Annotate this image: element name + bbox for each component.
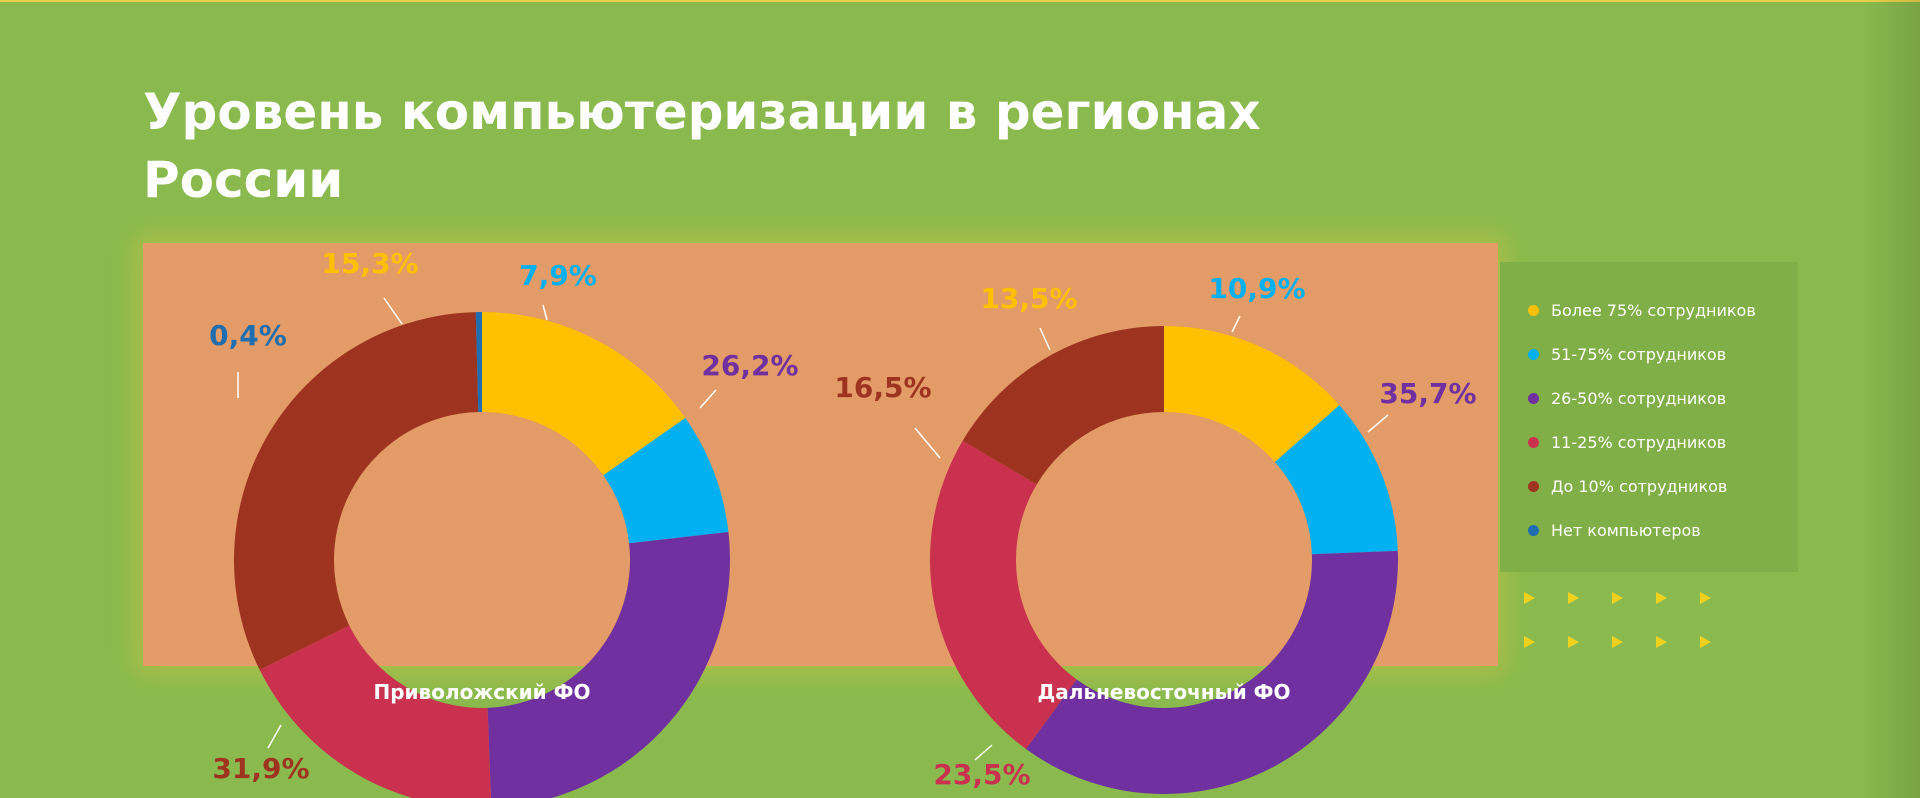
leader-line (383, 297, 403, 325)
donut-slice (475, 312, 482, 413)
leader-line (1367, 414, 1389, 433)
legend-label: До 10% сотрудников (1551, 476, 1728, 496)
play-arrow-icon (1656, 592, 1667, 604)
play-arrow-icon (1700, 592, 1711, 604)
donut-slice (1025, 550, 1399, 794)
legend-dot (1528, 392, 1539, 404)
legend-dot (1528, 348, 1539, 360)
legend-dot (1528, 304, 1539, 316)
data-label: 16,5% (834, 371, 931, 404)
play-arrow-icon (1524, 636, 1535, 648)
donut-slice (1164, 326, 1340, 463)
leader-line (699, 389, 717, 409)
data-label: 23,5% (933, 758, 1030, 791)
play-arrow-icon (1612, 636, 1623, 648)
page-title: Уровень компьютеризации в регионах Росси… (143, 83, 1261, 209)
data-label: 7,9% (519, 259, 597, 292)
leader-line (1231, 315, 1241, 333)
data-label: 10,9% (1208, 272, 1305, 305)
data-label: 26,2% (701, 349, 798, 382)
top-border (0, 0, 1920, 2)
play-arrow-icon (1568, 592, 1579, 604)
legend-label: 26-50% сотрудников (1551, 388, 1727, 408)
data-label: 13,5% (980, 282, 1077, 315)
data-label: 35,7% (1379, 377, 1476, 410)
legend: Более 75% сотрудников 51-75% сотрудников… (1500, 262, 1798, 572)
legend-label: Нет компьютеров (1551, 520, 1701, 540)
legend-item: 26-50% сотрудников (1528, 386, 1726, 410)
legend-label: Более 75% сотрудников (1551, 300, 1756, 320)
right-edge-shade (1860, 0, 1920, 798)
data-label: 0,4% (209, 319, 287, 352)
region-label: Приволожский ФО (373, 680, 590, 704)
legend-item: Нет компьютеров (1528, 518, 1701, 542)
donut-slice (259, 625, 491, 798)
leader-line (542, 304, 548, 321)
legend-dot (1528, 480, 1539, 492)
donut-slice (929, 440, 1077, 749)
legend-item: 11-25% сотрудников (1528, 430, 1726, 454)
legend-label: 11-25% сотрудников (1551, 432, 1727, 452)
legend-label: 51-75% сотрудников (1551, 344, 1727, 364)
play-arrow-icon (1656, 636, 1667, 648)
donut-slice (482, 312, 686, 476)
donut-slice (962, 326, 1164, 485)
legend-dot (1528, 524, 1539, 536)
region-label: Дальневосточный ФО (1037, 680, 1290, 704)
data-label: 15,3% (321, 247, 418, 280)
play-arrow-icon (1524, 592, 1535, 604)
donut-slice (233, 312, 479, 670)
legend-item: До 10% сотрудников (1528, 474, 1727, 498)
data-label: 31,9% (212, 752, 309, 785)
leader-line (914, 427, 941, 459)
play-arrow-icon (1612, 592, 1623, 604)
legend-dot (1528, 436, 1539, 448)
donut-slice (603, 418, 729, 544)
decorative-arrows (1524, 590, 1754, 650)
leader-line (1039, 327, 1051, 351)
leader-line (267, 724, 282, 749)
play-arrow-icon (1568, 636, 1579, 648)
leader-line (974, 744, 993, 761)
donut-chart: 15,3% 7,9% 26,2% 31,9% 0,4% Приволожский ФО (209, 247, 799, 798)
legend-item: 51-75% сотрудников (1528, 342, 1726, 366)
play-arrow-icon (1700, 636, 1711, 648)
donut-chart: 13,5% 10,9% 35,7% 23,5% 16,5% Дальневосточный… (834, 272, 1477, 794)
donut-slice (1274, 405, 1398, 555)
donut-slice (487, 532, 730, 798)
legend-item: Более 75% сотрудников (1528, 298, 1756, 322)
